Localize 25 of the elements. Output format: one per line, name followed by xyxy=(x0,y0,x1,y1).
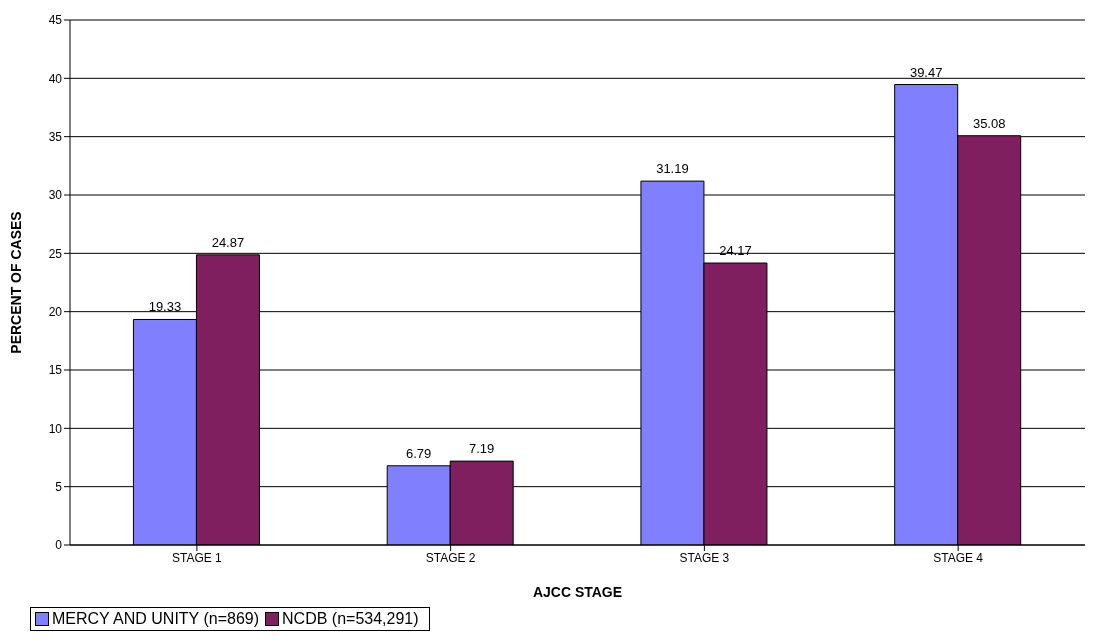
y-axis-title: PERCENT OF CASES xyxy=(7,211,24,354)
y-tick-label: 5 xyxy=(55,479,63,494)
y-tick-label: 15 xyxy=(48,363,63,378)
x-tick-label: STAGE 2 xyxy=(425,550,476,565)
y-tick-label: 40 xyxy=(48,71,63,86)
data-label: 24.87 xyxy=(211,234,245,250)
legend-label: MERCY AND UNITY (n=869) xyxy=(51,610,260,628)
y-tick-label: 45 xyxy=(48,13,63,28)
data-label: 19.33 xyxy=(148,299,182,315)
y-tick-label: 35 xyxy=(48,129,63,144)
y-tick-label: 10 xyxy=(48,421,63,436)
data-label: 6.79 xyxy=(406,445,432,461)
data-label: 35.08 xyxy=(972,115,1006,131)
x-tick-label: STAGE 3 xyxy=(679,550,730,565)
data-label: 39.47 xyxy=(909,64,943,80)
x-tick-label: STAGE 1 xyxy=(171,550,223,565)
legend-label: NCDB (n=534,291) xyxy=(281,610,419,628)
y-tick-label: 20 xyxy=(48,304,63,319)
x-axis-title: AJCC STAGE xyxy=(532,584,623,600)
y-tick-label: 30 xyxy=(48,188,63,203)
x-tick-label: STAGE 4 xyxy=(933,550,984,565)
y-tick-label: 25 xyxy=(48,246,63,261)
data-label: 31.19 xyxy=(656,161,689,177)
data-label: 7.19 xyxy=(469,441,495,457)
y-tick-label: 0 xyxy=(55,538,63,553)
